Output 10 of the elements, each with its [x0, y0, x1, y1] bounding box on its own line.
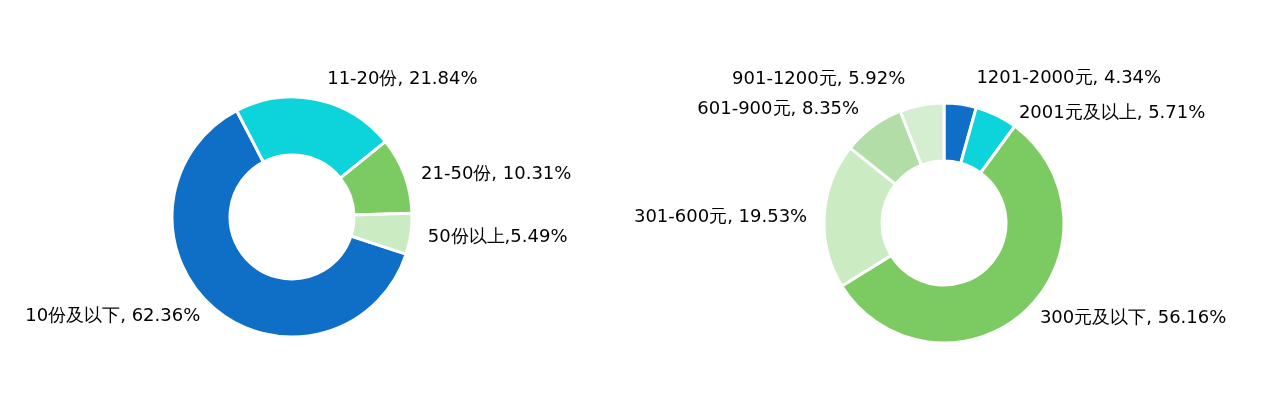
slice-label: 11-20份, 21.84%	[327, 67, 478, 89]
slice-label: 10份及以下, 62.36%	[25, 304, 201, 326]
slice-label: 301-600元, 19.53%	[633, 204, 808, 226]
slice-label: 2001元及以上, 5.71%	[1018, 101, 1206, 123]
slice-label: 50份以上,5.49%	[427, 224, 568, 246]
slice-label: 300元及以下, 56.16%	[1039, 306, 1227, 328]
slice-label: 21-50份, 10.31%	[421, 162, 572, 184]
slice-label: 601-900元, 8.35%	[697, 97, 860, 119]
slice-label: 901-1200元, 5.92%	[732, 66, 906, 88]
slice-label: 1201-2000元, 4.34%	[976, 65, 1162, 87]
